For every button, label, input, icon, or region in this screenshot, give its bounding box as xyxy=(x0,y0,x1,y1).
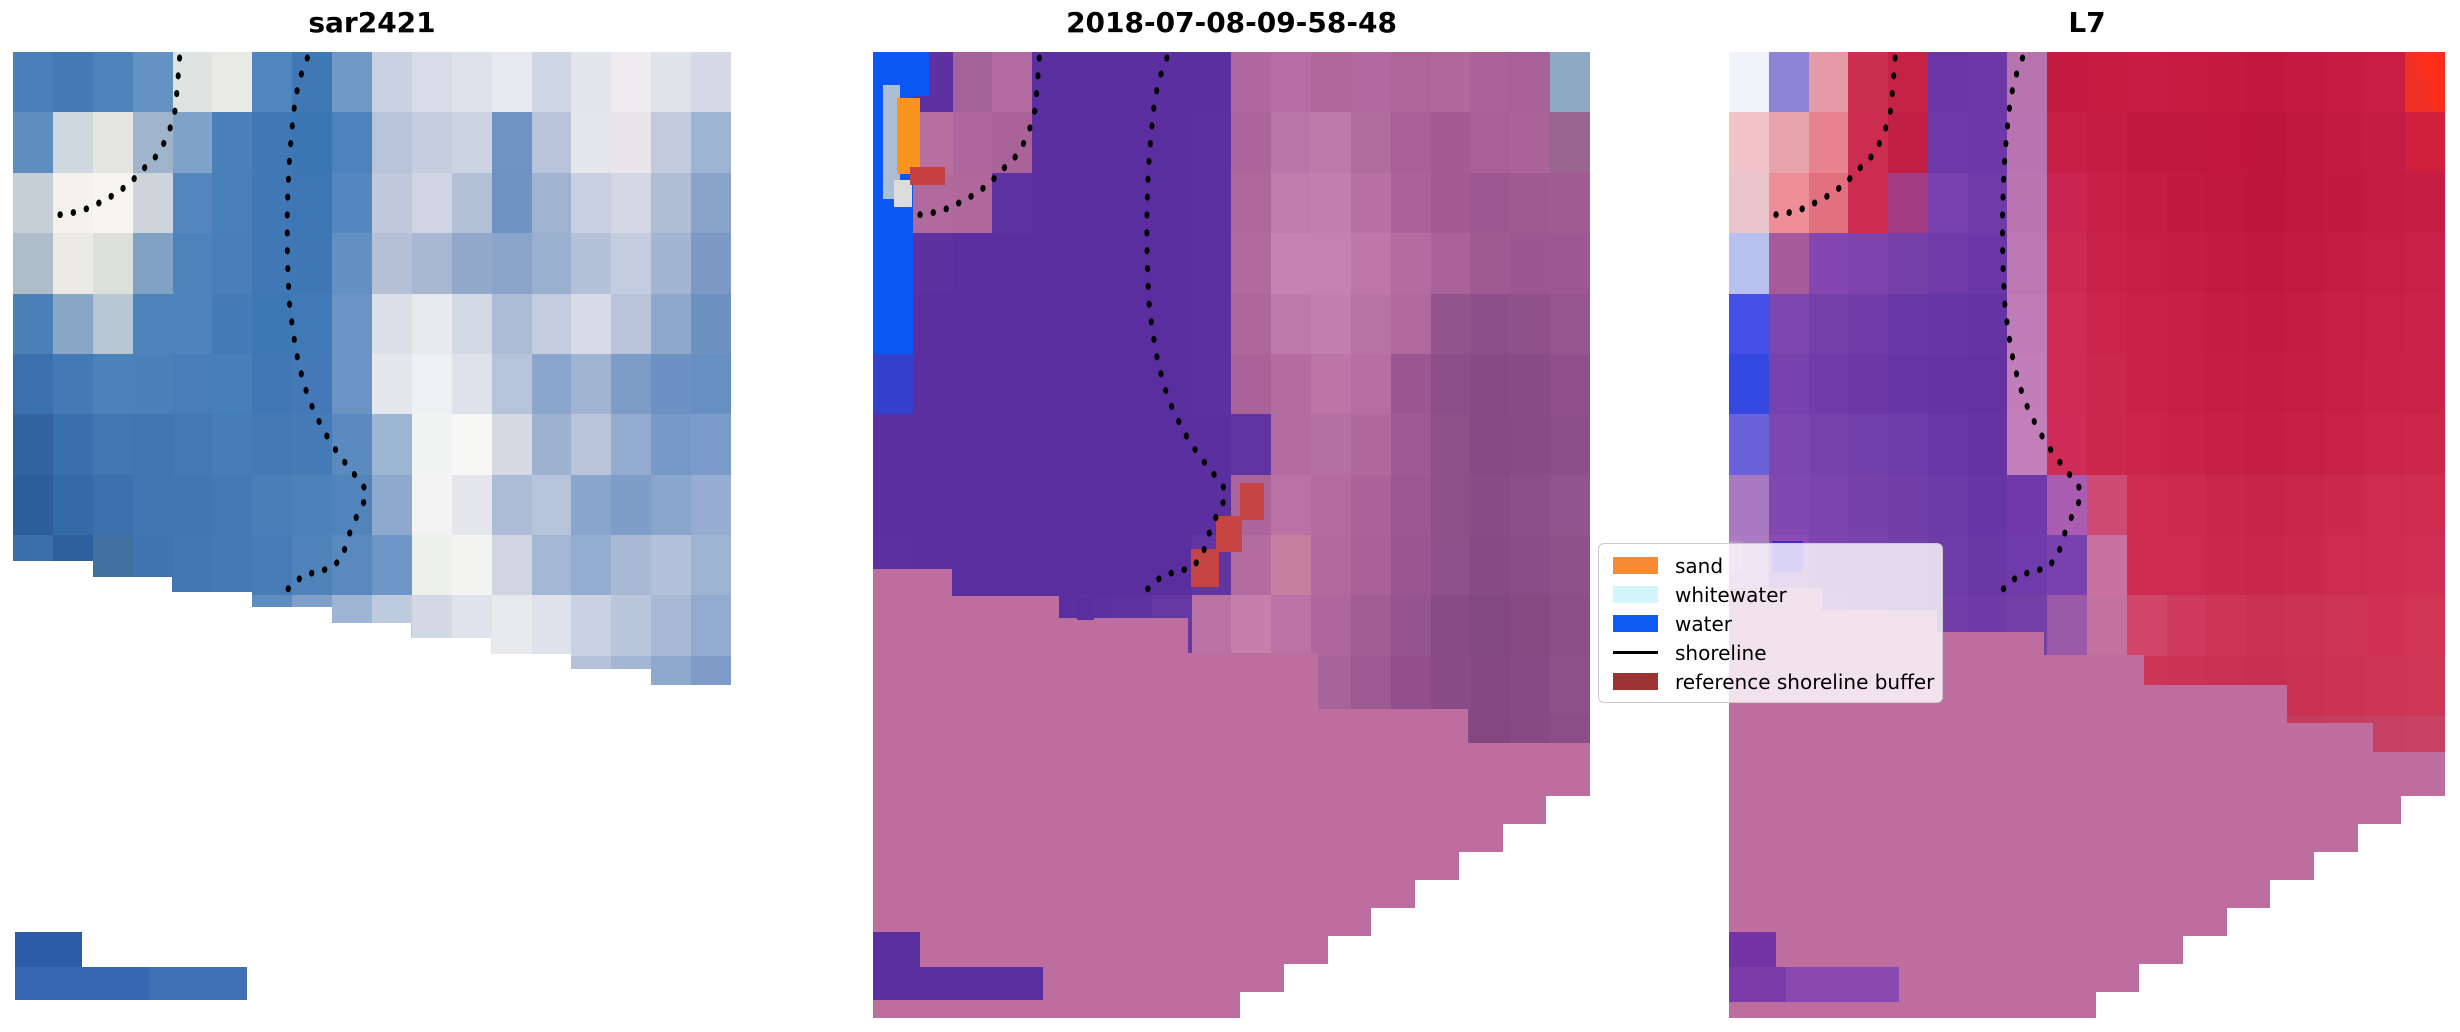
shoreline-line-swatch xyxy=(1613,651,1658,654)
image-region xyxy=(1240,482,1265,520)
image-region xyxy=(2401,795,2445,824)
legend-label: sand xyxy=(1675,553,1724,578)
legend-label: whitewater xyxy=(1675,582,1787,607)
image-region xyxy=(2139,963,2445,992)
shoreline-path xyxy=(912,54,1042,219)
shoreline-path xyxy=(52,54,183,219)
image-region xyxy=(252,607,332,1018)
image-region xyxy=(910,166,945,186)
image-region xyxy=(897,98,920,174)
image-region xyxy=(1546,795,1590,824)
image-region xyxy=(1283,963,1590,992)
image-region xyxy=(1215,515,1242,553)
shoreline-overlay xyxy=(1768,54,2085,599)
image-region xyxy=(1371,907,1590,936)
water-swatch xyxy=(1613,615,1658,632)
panel-title-date: 2018-07-08-09-58-48 xyxy=(1066,6,1397,39)
legend-row-whitewater: whitewater xyxy=(1604,580,1932,609)
image-region xyxy=(15,932,82,967)
image-region xyxy=(1240,991,1590,1018)
image-region xyxy=(1415,879,1590,908)
legend-row-water: water xyxy=(1604,609,1932,638)
image-region xyxy=(893,179,913,207)
image-region xyxy=(873,52,929,97)
image-region xyxy=(149,966,248,1000)
image-region xyxy=(2182,935,2445,964)
reference-buffer-swatch xyxy=(1613,673,1658,690)
legend-row-reference-buffer: reference shoreline buffer xyxy=(1604,667,1935,696)
panel-image-classified xyxy=(873,52,1590,1018)
image-region xyxy=(2417,52,2445,80)
image-region xyxy=(411,638,492,1018)
image-region xyxy=(2270,879,2445,908)
image-region xyxy=(2429,79,2445,110)
image-region xyxy=(1729,932,1777,967)
shoreline-path xyxy=(1134,54,1230,599)
image-region xyxy=(2095,991,2445,1018)
shoreline-overlay xyxy=(912,54,1230,599)
legend-label: reference shoreline buffer xyxy=(1675,669,1935,694)
panel-title-sar: sar2421 xyxy=(308,6,436,39)
image-mosaic xyxy=(13,52,731,1018)
panel-image-l7 xyxy=(1729,52,2445,1018)
legend-label: shoreline xyxy=(1675,640,1767,665)
image-region xyxy=(873,932,921,967)
legend: sand whitewater water shoreline referenc… xyxy=(1598,543,1943,703)
image-region xyxy=(92,576,173,1018)
panel-title-l7: L7 xyxy=(2068,6,2106,39)
shoreline-overlay xyxy=(52,54,370,599)
image-region xyxy=(1059,618,1189,1018)
image-region xyxy=(1458,851,1590,880)
image-region xyxy=(2357,823,2445,852)
image-region xyxy=(883,84,900,199)
image-region xyxy=(1188,652,1318,1018)
image-region xyxy=(1327,935,1590,964)
legend-row-shoreline: shoreline xyxy=(1604,638,1932,667)
image-region xyxy=(331,622,412,1018)
image-region xyxy=(2313,851,2445,880)
image-region xyxy=(1936,631,2045,1018)
image-region xyxy=(570,669,652,1018)
sand-swatch xyxy=(1613,557,1658,574)
image-region xyxy=(1502,823,1590,852)
image-region xyxy=(491,653,571,1018)
shoreline-path xyxy=(1989,54,2085,599)
image-region xyxy=(172,591,253,1018)
image-region xyxy=(2226,907,2445,936)
image-region xyxy=(873,966,1043,1000)
shoreline-path xyxy=(274,54,370,599)
legend-label: water xyxy=(1675,611,1732,636)
image-region xyxy=(651,684,731,1018)
image-region xyxy=(1191,548,1219,588)
shoreline-path xyxy=(1768,54,1898,219)
image-region xyxy=(1786,966,1899,1002)
image-region xyxy=(2044,654,2145,1018)
whitewater-swatch xyxy=(1613,586,1658,603)
panel-image-sar xyxy=(13,52,731,1018)
image-region xyxy=(951,595,1060,1018)
image-region xyxy=(1077,597,1094,620)
legend-row-sand: sand xyxy=(1604,551,1932,580)
